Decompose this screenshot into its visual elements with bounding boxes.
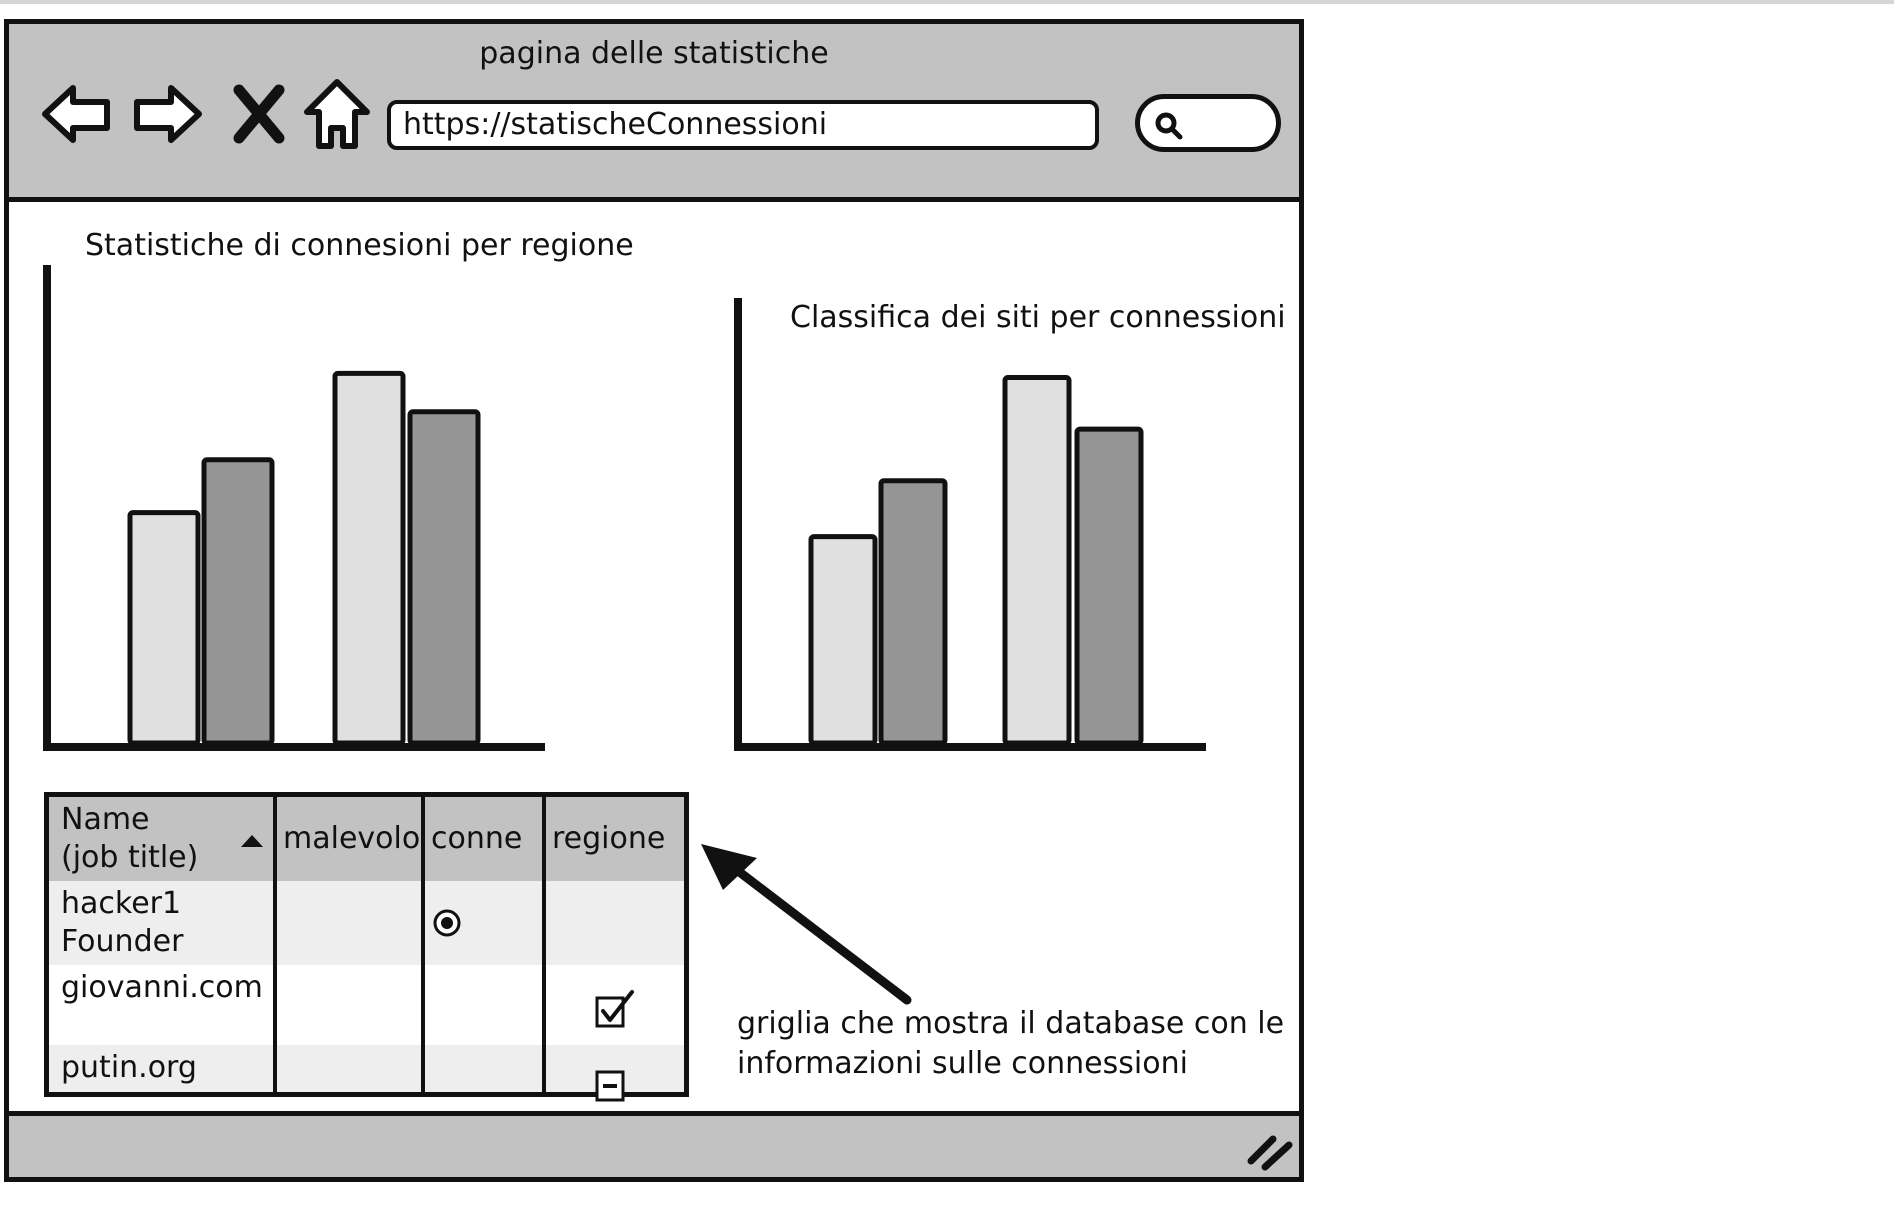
chart-1-bar-1 bbox=[127, 510, 201, 746]
column-header-name-label: Name (job title) bbox=[61, 802, 199, 875]
cell-malevolo bbox=[273, 881, 423, 965]
back-arrow-icon[interactable] bbox=[39, 76, 115, 152]
cell-regione[interactable] bbox=[542, 1045, 684, 1102]
connections-grid[interactable]: Name (job title) malevolo conne regione … bbox=[44, 792, 689, 1102]
chart-regions bbox=[43, 265, 545, 751]
page-top-border bbox=[0, 0, 1894, 4]
chart-2-bar-1 bbox=[808, 534, 878, 746]
cell-conne[interactable] bbox=[421, 881, 544, 965]
cell-conne bbox=[421, 1045, 544, 1092]
table-row[interactable]: giovanni.com bbox=[49, 965, 684, 1045]
radio-selected-icon[interactable] bbox=[431, 907, 463, 939]
cell-conne bbox=[421, 965, 544, 1045]
cell-malevolo bbox=[273, 965, 423, 1045]
chart-1-bar-4 bbox=[407, 409, 481, 746]
browser-toolbar: pagina delle statistiche https://statisc… bbox=[9, 24, 1299, 202]
column-header-malevolo[interactable]: malevolo bbox=[273, 797, 423, 881]
window-title: pagina delle statistiche bbox=[479, 36, 829, 71]
home-icon[interactable] bbox=[299, 76, 375, 152]
table-row[interactable]: hacker1 Founder bbox=[49, 881, 684, 965]
annotation-arrow-icon bbox=[701, 844, 912, 1005]
chart-2-bar-4 bbox=[1074, 426, 1144, 746]
checkbox-checked-icon[interactable] bbox=[594, 989, 636, 1029]
column-header-name[interactable]: Name (job title) bbox=[49, 797, 275, 881]
chart-1-bar-2 bbox=[201, 457, 275, 746]
forward-arrow-icon[interactable] bbox=[129, 76, 205, 152]
grid-header-row: Name (job title) malevolo conne regione bbox=[49, 797, 684, 881]
search-icon bbox=[1155, 112, 1183, 140]
close-icon[interactable] bbox=[221, 76, 297, 152]
chart-1-title: Statistiche di connesioni per regione bbox=[85, 228, 634, 263]
browser-window: pagina delle statistiche https://statisc… bbox=[4, 19, 1304, 1182]
address-bar[interactable]: https://statischeConnessioni bbox=[387, 100, 1099, 150]
status-bar bbox=[9, 1111, 1299, 1177]
table-row[interactable]: putin.org bbox=[49, 1045, 684, 1102]
cell-regione bbox=[542, 881, 684, 965]
chart-1-bar-3 bbox=[332, 370, 406, 746]
column-header-conne[interactable]: conne bbox=[421, 797, 544, 881]
cell-name: giovanni.com bbox=[61, 970, 263, 1005]
chart-2-bar-2 bbox=[878, 478, 948, 746]
chart-sites bbox=[734, 298, 1206, 751]
column-header-regione[interactable]: regione bbox=[542, 797, 684, 881]
sort-ascending-icon[interactable] bbox=[241, 835, 263, 847]
cell-name: putin.org bbox=[61, 1050, 197, 1085]
resize-grip-icon[interactable] bbox=[1245, 1131, 1293, 1171]
annotation-note: griglia che mostra il database con le in… bbox=[737, 1006, 1285, 1081]
cell-name: hacker1 Founder bbox=[61, 886, 184, 959]
chart-2-bar-3 bbox=[1002, 375, 1072, 746]
cell-malevolo bbox=[273, 1045, 423, 1092]
checkbox-indeterminate-icon[interactable] bbox=[594, 1069, 626, 1103]
chart-2-title: Classifica dei siti per connessioni bbox=[790, 300, 1286, 335]
search-field[interactable] bbox=[1135, 94, 1281, 152]
cell-regione[interactable] bbox=[542, 965, 684, 1045]
